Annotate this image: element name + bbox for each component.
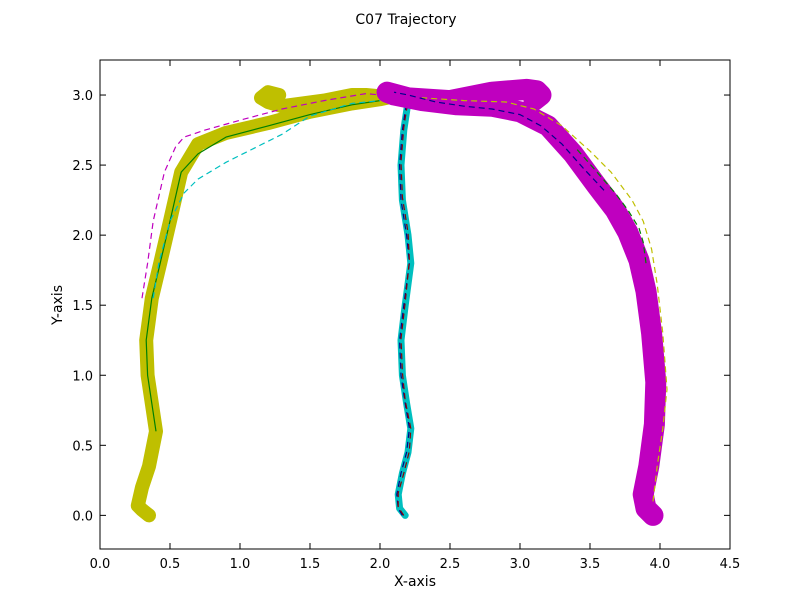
series-3-band bbox=[376, 78, 667, 526]
x-tick-label: 4.5 bbox=[720, 557, 741, 572]
y-tick-label: 2.0 bbox=[72, 229, 93, 244]
series-2-envelope-line bbox=[397, 100, 412, 516]
x-tick-label: 2.5 bbox=[440, 557, 461, 572]
series-3-central-line bbox=[575, 147, 647, 264]
series-1-alt-envelope-line bbox=[141, 92, 381, 299]
series-2-band bbox=[394, 88, 415, 519]
x-tick-label: 4.0 bbox=[650, 557, 671, 572]
x-tick-label: 3.5 bbox=[580, 557, 601, 572]
series-3-envelope-line bbox=[421, 97, 668, 502]
series-1-band bbox=[130, 85, 394, 523]
chart-title: C07 Trajectory bbox=[355, 12, 456, 28]
y-tick-label: 0.5 bbox=[72, 439, 93, 454]
axes-ticks: 0.0 0.5 1.0 1.5 2.0 2.5 3.0 3.5 4.0 4.5 0.0 0.5 1.0 1… bbox=[72, 60, 740, 572]
x-tick-label: 0.5 bbox=[160, 557, 181, 572]
y-axis-label: Y-axis bbox=[50, 285, 66, 326]
y-tick-label: 1.5 bbox=[72, 299, 93, 314]
series-3-alt-envelope-line bbox=[393, 91, 605, 191]
x-tick-label: 1.5 bbox=[300, 557, 321, 572]
y-tick-label: 0.0 bbox=[72, 509, 93, 524]
plot-frame bbox=[99, 59, 731, 550]
y-tick-label: 3.0 bbox=[72, 89, 93, 104]
x-tick-label: 2.0 bbox=[370, 557, 391, 572]
x-axis-label: X-axis bbox=[394, 574, 436, 590]
x-tick-label: 3.0 bbox=[510, 557, 531, 572]
y-tick-label: 2.5 bbox=[72, 159, 93, 174]
x-tick-label: 1.0 bbox=[230, 557, 251, 572]
series-1-central-line bbox=[145, 100, 381, 432]
x-tick-label: 0.0 bbox=[90, 557, 111, 572]
plot-area bbox=[130, 78, 668, 526]
series-1-envelope-line bbox=[152, 100, 381, 299]
y-tick-label: 1.0 bbox=[72, 369, 93, 384]
